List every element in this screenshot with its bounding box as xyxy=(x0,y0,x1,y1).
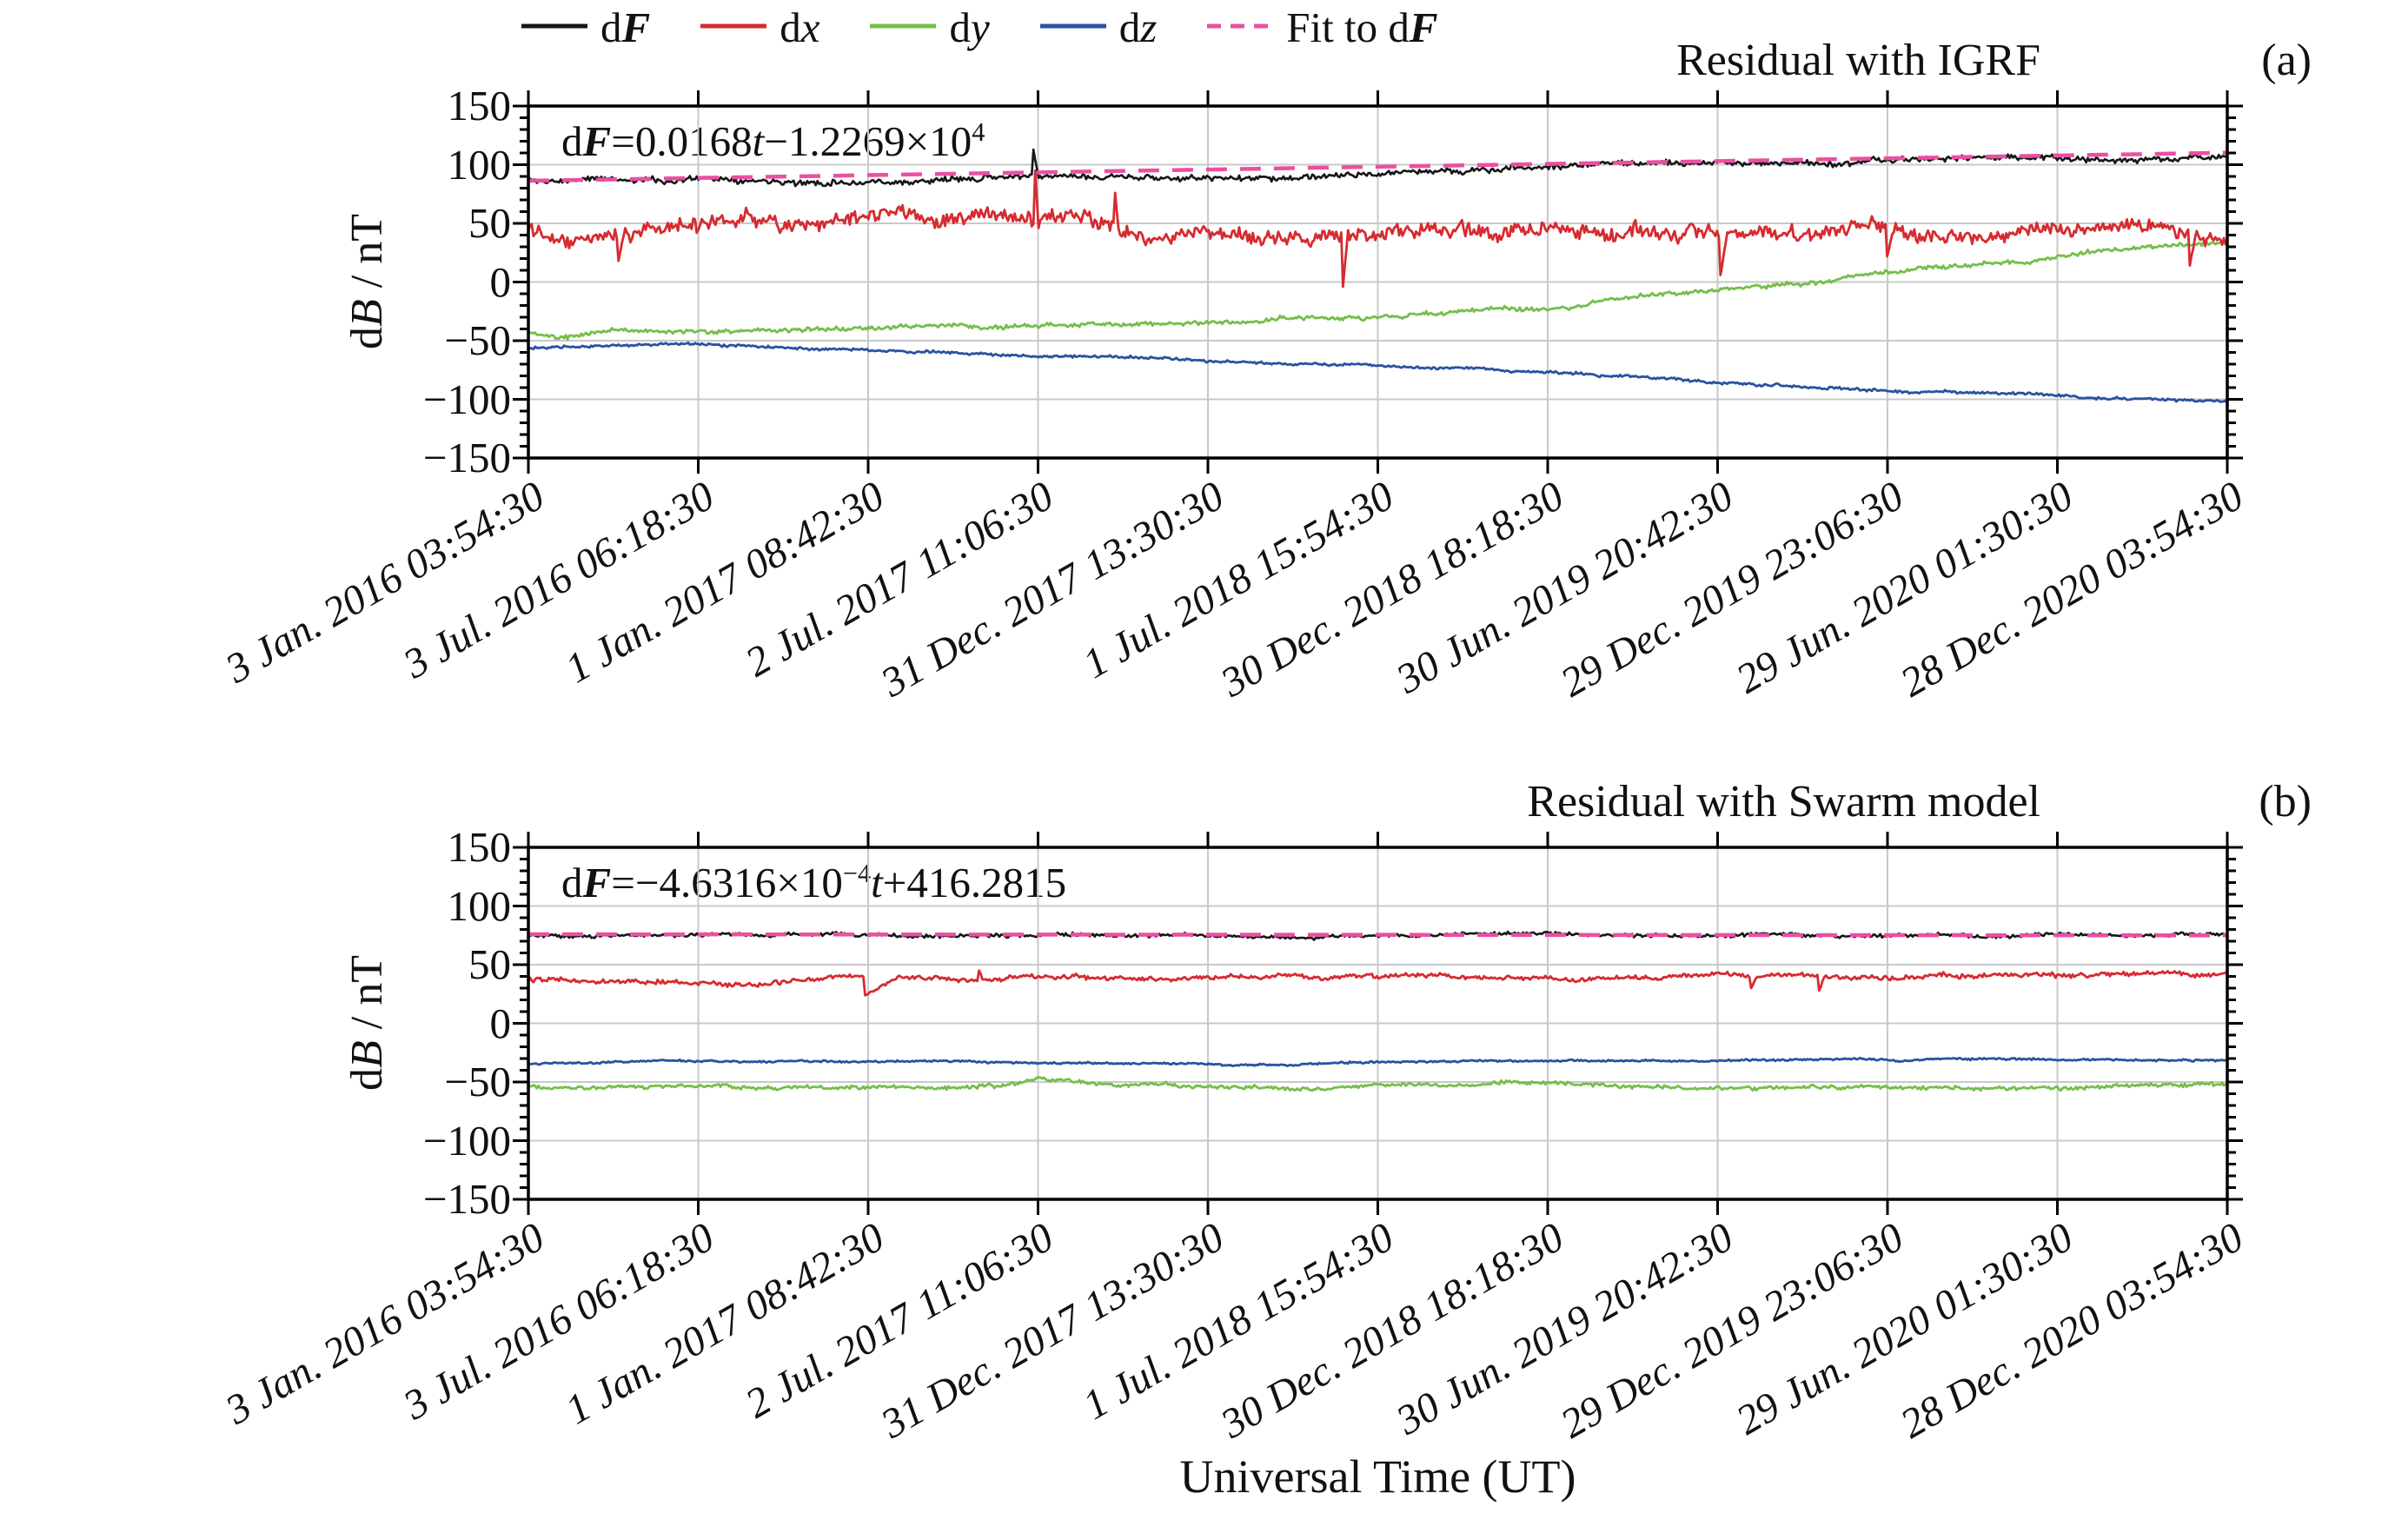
y-tick-label: −150 xyxy=(422,1175,511,1223)
legend-line-sample xyxy=(868,20,938,36)
y-tick-label: 50 xyxy=(468,940,511,988)
gridlines xyxy=(528,847,2227,1199)
y-tick-label: −100 xyxy=(422,1116,511,1165)
series-df xyxy=(527,148,2228,188)
y-tick-label: 100 xyxy=(447,881,512,930)
chart-legend: dF dx dy dz Fit to dF xyxy=(520,3,1438,52)
legend-item-df: dF xyxy=(520,3,650,52)
series-dz xyxy=(527,1056,2228,1068)
y-tick-label: 100 xyxy=(447,140,512,189)
y-tick-label: −100 xyxy=(422,375,511,423)
panel-a-label: (a) xyxy=(2261,36,2312,85)
legend-label: dF xyxy=(600,3,651,51)
legend-line-sample xyxy=(520,20,589,36)
y-tick-label: 150 xyxy=(447,82,512,129)
series-dz xyxy=(527,341,2229,403)
legend-item-dx: dx xyxy=(699,3,819,52)
legend-line-sample xyxy=(1038,20,1108,36)
x-axis-title: Universal Time (UT) xyxy=(1179,1450,1576,1503)
y-tick-label: 0 xyxy=(489,257,512,306)
series-fit-to-df xyxy=(527,932,2228,938)
legend-item-dz: dz xyxy=(1038,3,1158,52)
legend-line-sample xyxy=(699,20,768,36)
legend-label: Fit to dF xyxy=(1286,3,1438,51)
legend-label: dy xyxy=(949,3,990,51)
series-fit-to-df xyxy=(527,150,2228,183)
panel-b-label: (b) xyxy=(2259,777,2312,826)
y-tick-label: 0 xyxy=(489,999,512,1047)
y-tick-label: −150 xyxy=(422,434,511,481)
legend-item-fit-to-df: Fit to dF xyxy=(1205,3,1438,52)
gridlines xyxy=(528,106,2227,458)
series-dx xyxy=(527,169,2229,289)
plot-area xyxy=(513,90,2243,474)
panel-b-title: Residual with Swarm model xyxy=(1527,777,2040,826)
y-tick-label: 150 xyxy=(447,823,512,871)
series-dy xyxy=(527,241,2228,342)
series-dy xyxy=(527,1076,2228,1092)
legend-line-sample xyxy=(1205,20,1275,36)
panel-a-title: Residual with IGRF xyxy=(1676,36,2040,85)
panel-b-equation: dF=−4.6316×10−4t+416.2815 xyxy=(561,859,1067,906)
legend-label: dz xyxy=(1118,3,1158,51)
y-tick-label: −50 xyxy=(444,316,511,364)
plot-area xyxy=(513,832,2243,1215)
y-tick-label: 50 xyxy=(468,199,511,247)
series-dx xyxy=(527,969,2228,997)
plot-border xyxy=(527,104,2229,460)
plot-border xyxy=(527,846,2229,1201)
y-tick-label: −50 xyxy=(444,1058,511,1105)
panel-a-title-row: Residual with IGRF (a) xyxy=(528,35,2312,92)
panel-b-title-row: Residual with Swarm model (b) xyxy=(528,776,2312,833)
legend-label: dx xyxy=(780,3,820,51)
legend-item-dy: dy xyxy=(868,3,990,52)
